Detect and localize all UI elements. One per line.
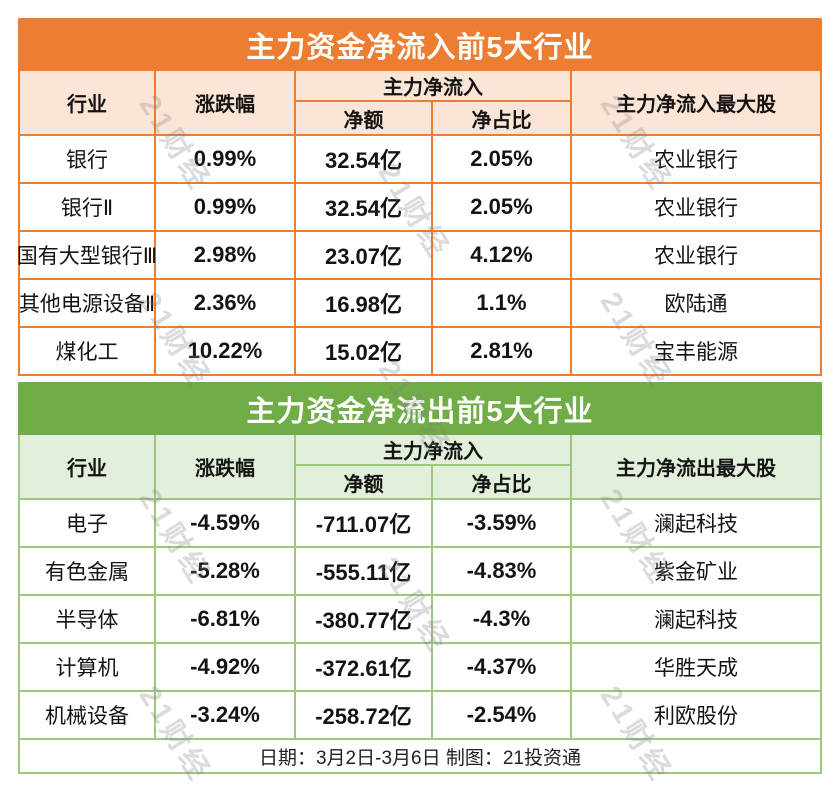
net-ratio-cell: -4.3% bbox=[431, 594, 572, 644]
outflow-header-change: 涨跌幅 bbox=[154, 433, 296, 500]
change-cell: -4.92% bbox=[154, 642, 296, 692]
top-stock-cell: 农业银行 bbox=[570, 182, 822, 232]
top-stock-cell: 华胜天成 bbox=[570, 642, 822, 692]
inflow-header-net-amount: 净额 bbox=[294, 100, 433, 136]
net-ratio-cell: 2.05% bbox=[431, 182, 572, 232]
inflow-table: 主力资金净流入前5大行业 行业 涨跌幅 主力净流入 主力净流入最大股 净额 净占… bbox=[17, 18, 822, 376]
top-stock-cell: 澜起科技 bbox=[570, 498, 822, 548]
net-amount-cell: 23.07亿 bbox=[294, 230, 433, 280]
inflow-row: 其他电源设备Ⅱ 2.36% 16.98亿 1.1% 欧陆通 bbox=[18, 278, 822, 328]
top-stock-cell: 农业银行 bbox=[570, 230, 822, 280]
industry-cell: 有色金属 bbox=[18, 546, 156, 596]
top-stock-cell: 利欧股份 bbox=[570, 690, 822, 740]
net-amount-cell: 32.54亿 bbox=[294, 182, 433, 232]
inflow-row: 国有大型银行Ⅲ 2.98% 23.07亿 4.12% 农业银行 bbox=[17, 230, 822, 280]
industry-cell: 国有大型银行Ⅲ bbox=[17, 230, 157, 280]
net-amount-cell: 16.98亿 bbox=[294, 278, 433, 328]
inflow-row: 银行 0.99% 32.54亿 2.05% 农业银行 bbox=[18, 134, 822, 184]
net-ratio-cell: 1.1% bbox=[431, 278, 572, 328]
net-amount-cell: 15.02亿 bbox=[294, 326, 433, 376]
net-ratio-cell: -2.54% bbox=[431, 690, 572, 740]
net-ratio-cell: 2.81% bbox=[431, 326, 572, 376]
change-cell: -4.59% bbox=[154, 498, 296, 548]
industry-cell: 银行 bbox=[18, 134, 156, 184]
industry-cell: 半导体 bbox=[18, 594, 156, 644]
change-cell: 2.98% bbox=[154, 230, 296, 280]
industry-cell: 煤化工 bbox=[18, 326, 156, 376]
net-amount-cell: -380.77亿 bbox=[294, 594, 433, 644]
change-cell: -5.28% bbox=[154, 546, 296, 596]
net-amount-cell: 32.54亿 bbox=[294, 134, 433, 184]
outflow-header-flow-group: 主力净流入 bbox=[294, 433, 572, 466]
net-ratio-cell: -4.37% bbox=[431, 642, 572, 692]
industry-cell: 银行Ⅱ bbox=[18, 182, 156, 232]
net-ratio-cell: -4.83% bbox=[431, 546, 572, 596]
change-cell: 10.22% bbox=[154, 326, 296, 376]
outflow-header-net-amount: 净额 bbox=[294, 464, 433, 500]
net-ratio-cell: 2.05% bbox=[431, 134, 572, 184]
outflow-table: 主力资金净流出前5大行业 行业 涨跌幅 主力净流入 主力净流出最大股 净额 净占… bbox=[18, 382, 822, 774]
inflow-row: 银行Ⅱ 0.99% 32.54亿 2.05% 农业银行 bbox=[18, 182, 822, 232]
inflow-table-title: 主力资金净流入前5大行业 bbox=[18, 18, 822, 71]
source-note: 日期：3月2日-3月6日 制图：21投资通 bbox=[18, 738, 822, 774]
outflow-row: 半导体 -6.81% -380.77亿 -4.3% 澜起科技 bbox=[18, 594, 822, 644]
inflow-row: 煤化工 10.22% 15.02亿 2.81% 宝丰能源 bbox=[18, 326, 822, 376]
outflow-row: 计算机 -4.92% -372.61亿 -4.37% 华胜天成 bbox=[18, 642, 822, 692]
change-cell: -6.81% bbox=[154, 594, 296, 644]
change-cell: 2.36% bbox=[154, 278, 296, 328]
inflow-header-change: 涨跌幅 bbox=[154, 69, 296, 136]
industry-cell: 其他电源设备Ⅱ bbox=[18, 278, 156, 328]
change-cell: 0.99% bbox=[154, 134, 296, 184]
net-amount-cell: -372.61亿 bbox=[294, 642, 433, 692]
net-amount-cell: -711.07亿 bbox=[294, 498, 433, 548]
net-ratio-cell: -3.59% bbox=[431, 498, 572, 548]
outflow-row: 电子 -4.59% -711.07亿 -3.59% 澜起科技 bbox=[18, 498, 822, 548]
outflow-row: 有色金属 -5.28% -555.11亿 -4.83% 紫金矿业 bbox=[18, 546, 822, 596]
top-stock-cell: 宝丰能源 bbox=[570, 326, 822, 376]
top-stock-cell: 紫金矿业 bbox=[570, 546, 822, 596]
outflow-header-industry: 行业 bbox=[18, 433, 156, 500]
top-stock-cell: 澜起科技 bbox=[570, 594, 822, 644]
outflow-table-title: 主力资金净流出前5大行业 bbox=[18, 382, 822, 435]
inflow-header-industry: 行业 bbox=[18, 69, 156, 136]
outflow-header-net-ratio: 净占比 bbox=[431, 464, 572, 500]
industry-cell: 计算机 bbox=[18, 642, 156, 692]
net-amount-cell: -258.72亿 bbox=[294, 690, 433, 740]
inflow-header-net-ratio: 净占比 bbox=[431, 100, 572, 136]
change-cell: 0.99% bbox=[154, 182, 296, 232]
outflow-header-top-stock: 主力净流出最大股 bbox=[570, 433, 822, 500]
net-amount-cell: -555.11亿 bbox=[294, 546, 433, 596]
inflow-header-top-stock: 主力净流入最大股 bbox=[570, 69, 822, 136]
top-stock-cell: 欧陆通 bbox=[570, 278, 822, 328]
net-ratio-cell: 4.12% bbox=[431, 230, 572, 280]
top-stock-cell: 农业银行 bbox=[570, 134, 822, 184]
change-cell: -3.24% bbox=[154, 690, 296, 740]
inflow-header-flow-group: 主力净流入 bbox=[294, 69, 572, 102]
industry-cell: 电子 bbox=[18, 498, 156, 548]
outflow-row: 机械设备 -3.24% -258.72亿 -2.54% 利欧股份 bbox=[18, 690, 822, 740]
industry-cell: 机械设备 bbox=[18, 690, 156, 740]
